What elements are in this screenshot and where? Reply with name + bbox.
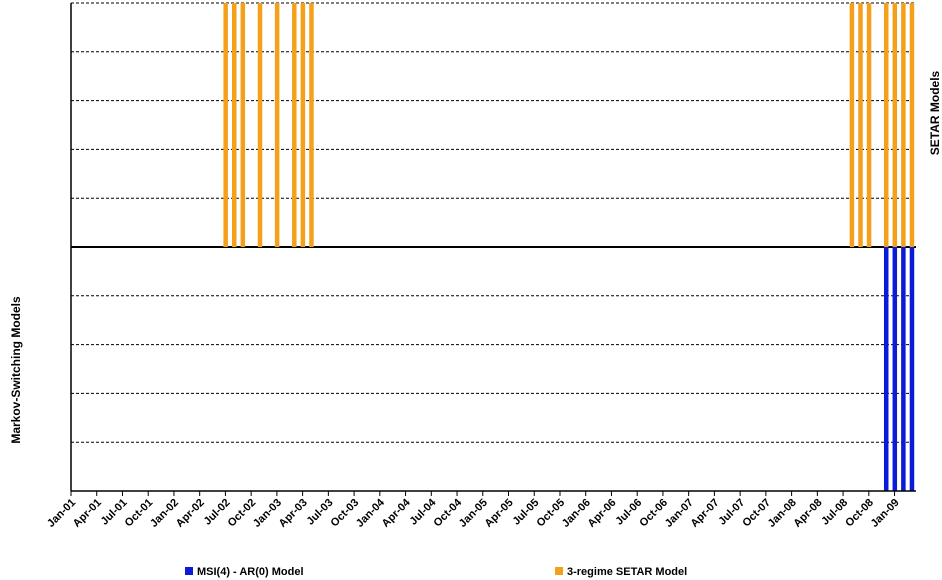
- bar: [223, 3, 228, 247]
- x-tick-label: Apr-07: [688, 497, 721, 530]
- y-axis-title: Markov-Switching Models: [9, 296, 23, 444]
- bar: [274, 3, 280, 247]
- x-tick-label: Apr-05: [483, 497, 516, 530]
- x-tick-label: Apr-01: [71, 497, 104, 530]
- bar: [909, 247, 915, 491]
- legend-label: 3-regime SETAR Model: [567, 566, 687, 578]
- legend-swatch: [185, 567, 193, 575]
- bar: [309, 3, 314, 247]
- bar: [866, 3, 872, 247]
- bar: [231, 3, 237, 247]
- x-tick-label: Apr-06: [586, 497, 619, 530]
- bar: [909, 3, 915, 247]
- bar: [901, 3, 906, 247]
- bar: [892, 247, 898, 491]
- x-tick-label: Apr-03: [277, 497, 310, 530]
- bar: [892, 3, 898, 247]
- legend-label: MSI(4) - AR(0) Model: [197, 566, 304, 578]
- bar: [240, 3, 246, 247]
- x-tick-label: Apr-04: [380, 496, 414, 530]
- bar: [257, 3, 263, 247]
- bar: [849, 3, 855, 247]
- bar: [292, 3, 297, 247]
- bar: [883, 247, 889, 491]
- legend-swatch: [555, 567, 563, 575]
- bar: [858, 3, 863, 247]
- bar: [300, 3, 306, 247]
- y2-axis-title: SETAR Models: [928, 70, 942, 155]
- x-tick-label: Apr-08: [791, 497, 824, 530]
- x-tick-label: Apr-02: [174, 497, 207, 530]
- bar: [901, 247, 906, 491]
- x-tick-label: Jan-09: [869, 497, 902, 530]
- bar: [883, 3, 889, 247]
